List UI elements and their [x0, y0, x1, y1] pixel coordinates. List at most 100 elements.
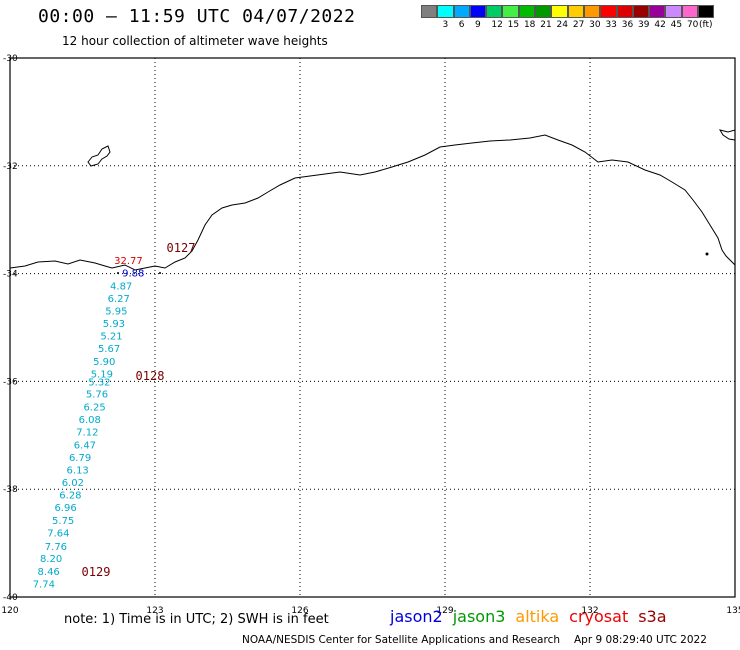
- wave-height-value: 6.27: [108, 294, 130, 305]
- wave-height-value: 6.96: [54, 503, 76, 514]
- legend-tick-label: 15: [507, 20, 520, 30]
- latitude-tick-label: -40: [3, 593, 18, 603]
- wave-height-value: 6.47: [74, 440, 96, 451]
- legend-swatch: [469, 5, 487, 18]
- legend-swatches: [421, 5, 715, 18]
- wave-height-value: 6.08: [79, 415, 101, 426]
- color-legend: 3 6 9 12 15 18 21 24 27 30 33 36 39 42 45 70 (ft): [421, 5, 715, 32]
- wave-height-value: 9.88: [122, 269, 144, 280]
- legend-swatch: [567, 5, 584, 18]
- legend-tick-label: 21: [540, 20, 552, 30]
- wave-height-value: 5.93: [103, 319, 125, 330]
- legend-tick-label: 33: [605, 20, 617, 30]
- longitude-tick-label: 135: [726, 606, 740, 616]
- island-dot: [705, 252, 709, 256]
- wave-height-value: 8.46: [38, 567, 60, 578]
- satellite-cryosat: cryosat: [569, 607, 629, 626]
- legend-tick-label: 30: [589, 20, 601, 30]
- map-frame: [9, 57, 736, 598]
- page-title: 00:00 – 11:59 UTC 04/07/2022: [38, 6, 356, 27]
- wave-height-value: 5.75: [52, 516, 74, 527]
- wave-height-value: 5.95: [105, 306, 127, 317]
- legend-swatch: [600, 5, 617, 18]
- wave-height-value: 5.21: [100, 332, 122, 343]
- island-dot: [159, 272, 161, 274]
- wave-height-value: 5.32: [88, 377, 110, 388]
- legend-swatch: [665, 5, 682, 18]
- satellite-s3a: s3a: [638, 607, 667, 626]
- legend-swatch: [632, 5, 650, 18]
- legend-tick-label: 70: [686, 20, 699, 30]
- wave-height-value: 5.67: [98, 344, 120, 355]
- satellite-jason2: jason2: [390, 607, 443, 626]
- island-dot: [117, 272, 119, 274]
- legend-swatch: [649, 5, 666, 18]
- satellite-jason3: jason3: [452, 607, 506, 626]
- legend-swatch: [486, 5, 503, 18]
- wave-height-value: 7.64: [47, 528, 69, 539]
- longitude-tick-label: 123: [146, 606, 163, 616]
- legend-tick-label: 18: [523, 20, 536, 30]
- pass-time-label: 0127: [167, 241, 196, 255]
- generated-timestamp: Apr 9 08:29:40 UTC 2022: [574, 634, 707, 646]
- legend-tick-label: 24: [556, 20, 568, 30]
- longitude-tick-label: 126: [291, 606, 308, 616]
- wave-height-value: 6.28: [59, 491, 81, 502]
- legend-swatch: [535, 5, 552, 18]
- pass-time-label: 0128: [136, 369, 165, 383]
- legend-tick-label: 9: [475, 20, 481, 30]
- legend-tick-label: 42: [654, 20, 666, 30]
- wave-height-value: 7.12: [76, 428, 98, 439]
- wave-height-value: 6.25: [83, 403, 105, 414]
- wave-height-value: 5.90: [93, 357, 115, 368]
- longitude-tick-label: 132: [581, 606, 598, 616]
- island: [87, 145, 111, 167]
- legend-swatch: [551, 5, 568, 18]
- legend-swatch: [583, 5, 601, 18]
- latitude-tick-label: -30: [3, 54, 18, 64]
- credit-text: NOAA/NESDIS Center for Satellite Applica…: [242, 634, 560, 646]
- satellite-legend: jason2 jason3 altika cryosat s3a: [390, 607, 677, 626]
- pass-time-label: 0129: [82, 565, 111, 579]
- wave-height-value: 6.13: [67, 465, 89, 476]
- legend-swatch: [453, 5, 470, 18]
- page-subtitle: 12 hour collection of altimeter wave hei…: [62, 34, 328, 48]
- legend-tick-label: 3: [442, 20, 449, 30]
- wave-height-value: 7.74: [33, 580, 55, 591]
- island: [718, 129, 736, 141]
- legend-tick-label: 12: [491, 20, 503, 30]
- wave-height-value: 5.76: [86, 389, 108, 400]
- legend-tick-label: 27: [572, 20, 585, 30]
- satellite-altika: altika: [515, 607, 560, 626]
- wave-height-value: 4.87: [110, 281, 132, 292]
- footer-note: note: 1) Time is in UTC; 2) SWH is in fe…: [64, 612, 329, 627]
- legend-tick-label: 6: [458, 20, 465, 30]
- wave-height-value: 6.02: [62, 478, 84, 489]
- legend-swatch: [616, 5, 633, 18]
- legend-swatch: [681, 5, 699, 18]
- legend-swatch: [502, 5, 519, 18]
- wave-height-value: 6.79: [69, 453, 91, 464]
- legend-labels: 3 6 9 12 15 18 21 24 27 30 33 36 39 42 45 70 (ft): [421, 20, 714, 32]
- legend-swatch: [698, 5, 715, 18]
- longitude-tick-label: 120: [1, 606, 18, 616]
- legend-tick-label: 45: [670, 20, 683, 30]
- latitude-tick-label: -34: [3, 270, 18, 280]
- legend-swatch: [421, 5, 438, 18]
- wave-height-value: 8.20: [40, 554, 62, 565]
- latitude-tick-label: -36: [3, 377, 18, 387]
- longitude-tick-label: 129: [436, 606, 453, 616]
- legend-tick-label: 36: [621, 20, 634, 30]
- latitude-tick-label: -32: [3, 162, 18, 172]
- wave-height-value: 32.77: [114, 256, 143, 267]
- coastline: [9, 134, 736, 271]
- legend-swatch: [518, 5, 536, 18]
- legend-swatch: [437, 5, 454, 18]
- legend-unit: (ft): [698, 20, 713, 30]
- credit-line: NOAA/NESDIS Center for Satellite Applica…: [242, 634, 707, 646]
- wave-height-value: 7.76: [45, 542, 67, 553]
- legend-tick-label: 39: [638, 20, 650, 30]
- latitude-tick-label: -38: [3, 485, 18, 495]
- wave-height-value: 5.19: [91, 369, 113, 380]
